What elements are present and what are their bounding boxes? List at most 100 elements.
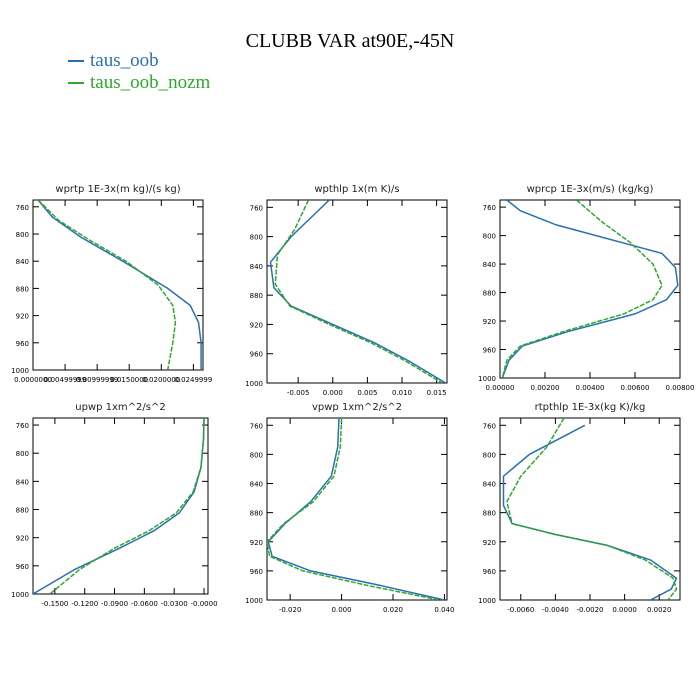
x-tick-label: 0.000 xyxy=(323,389,343,397)
x-tick-label: 0.00499999 xyxy=(44,376,86,384)
y-tick-label: 1000 xyxy=(11,591,29,599)
y-tick-label: 920 xyxy=(250,539,263,547)
y-tick-label: 920 xyxy=(16,535,29,543)
x-tick-label: 0.015 xyxy=(427,389,447,397)
series-line-taus-oob-nozm xyxy=(37,200,177,370)
y-tick-label: 920 xyxy=(483,539,496,547)
y-tick-label: 760 xyxy=(483,422,496,430)
x-tick-label: -0.005 xyxy=(287,389,310,397)
y-tick-label: 840 xyxy=(250,481,263,489)
y-tick-label: 920 xyxy=(483,318,496,326)
panel-title: wpthlp 1x(m K)/s xyxy=(314,184,399,195)
x-tick-label: -0.1500 xyxy=(41,600,68,608)
x-tick-label: 0.00000 xyxy=(486,384,515,392)
panel-5: vpwp 1xm^2/s^2 -0.020 0.000 0.020 0.040 760 80… xyxy=(245,402,454,614)
x-tick-label: 0.0200000 xyxy=(142,376,180,384)
y-tick-label: 800 xyxy=(483,233,496,241)
y-tick-label: 880 xyxy=(16,285,29,293)
panel-title: rtpthlp 1E-3x(kg K)/kg xyxy=(535,402,646,413)
x-tick-label: -0.0060 xyxy=(507,606,534,614)
y-tick-label: 880 xyxy=(16,507,29,515)
panel-title: vpwp 1xm^2/s^2 xyxy=(312,402,402,413)
y-tick-label: 960 xyxy=(16,340,29,348)
legend-item-taus-oob: taus_oob xyxy=(68,50,210,72)
figure-title: CLUBB VAR at90E,-45N xyxy=(245,30,455,52)
series-line-taus-oob xyxy=(269,200,446,383)
y-tick-label: 760 xyxy=(16,204,29,212)
legend-item-taus-oob-nozm: taus_oob_nozm xyxy=(68,72,210,94)
y-tick-label: 800 xyxy=(16,231,29,239)
series-line-taus-oob-nozm xyxy=(506,418,678,600)
panel-2: wpthlp 1x(m K)/s -0.005 0.000 0.005 0.010 0.0… xyxy=(245,184,448,397)
series-line-taus-oob-nozm xyxy=(49,418,205,594)
x-tick-label: -0.020 xyxy=(279,606,302,614)
y-tick-label: 960 xyxy=(483,568,496,576)
series-line-taus-oob xyxy=(33,418,205,594)
panel-frame xyxy=(266,417,448,601)
y-tick-label: 760 xyxy=(483,204,496,212)
y-tick-label: 1000 xyxy=(478,375,496,383)
legend-swatch-taus-oob-nozm xyxy=(68,82,84,84)
x-tick-label: 0.020 xyxy=(383,606,403,614)
x-tick-label: 0.00400 xyxy=(576,384,605,392)
y-tick-label: 880 xyxy=(250,510,263,518)
x-tick-label: -0.0900 xyxy=(101,600,128,608)
x-tick-label: 0.00800 xyxy=(666,384,695,392)
panel-frame xyxy=(499,417,681,601)
x-tick-label: -0.0300 xyxy=(161,600,188,608)
x-tick-label: -0.1200 xyxy=(71,600,98,608)
panel-frame xyxy=(266,199,448,384)
x-tick-label: 0.0000000 xyxy=(14,376,52,384)
y-tick-label: 960 xyxy=(483,347,496,355)
series-line-taus-oob-nozm xyxy=(267,418,440,600)
legend: taus_oob taus_oob_nozm xyxy=(68,50,210,94)
y-tick-label: 880 xyxy=(483,510,496,518)
y-tick-label: 960 xyxy=(250,568,263,576)
series-line-taus-oob xyxy=(37,200,202,370)
series-line-taus-oob xyxy=(267,418,445,600)
y-tick-label: 800 xyxy=(483,451,496,459)
legend-swatch-taus-oob xyxy=(68,60,84,62)
panel-frame xyxy=(32,199,204,371)
y-tick-label: 1000 xyxy=(11,367,29,375)
x-tick-label: 0.005 xyxy=(357,389,377,397)
y-tick-label: 880 xyxy=(483,290,496,298)
x-tick-label: -0.0040 xyxy=(542,606,569,614)
y-tick-label: 760 xyxy=(250,204,263,212)
x-tick-label: 0.040 xyxy=(434,606,454,614)
x-tick-label: -0.0020 xyxy=(576,606,603,614)
panel-6: rtpthlp 1E-3x(kg K)/kg -0.0060 -0.0040 -0.0… xyxy=(478,402,681,614)
y-tick-label: 800 xyxy=(250,451,263,459)
panel-4: upwp 1xm^2/s^2 -0.1500 -0.1200 -0.0900 -0.06… xyxy=(11,402,217,608)
y-tick-label: 1000 xyxy=(478,597,496,605)
x-tick-label: 0.010 xyxy=(392,389,412,397)
x-tick-label: 0.0249999 xyxy=(174,376,212,384)
x-tick-label: 0.0150000 xyxy=(110,376,148,384)
y-tick-label: 840 xyxy=(16,258,29,266)
panel-3: wprcp 1E-3x(m/s) (kg/kg) 0.00000 0.00200 0.… xyxy=(478,184,694,392)
panel-title: upwp 1xm^2/s^2 xyxy=(75,402,165,413)
panel-title: wprcp 1E-3x(m/s) (kg/kg) xyxy=(527,184,654,195)
y-tick-label: 1000 xyxy=(245,597,263,605)
legend-label-taus-oob-nozm: taus_oob_nozm xyxy=(90,72,211,93)
series-line-taus-oob-nozm xyxy=(501,200,663,378)
panel-frame xyxy=(499,199,681,379)
y-tick-label: 800 xyxy=(250,234,263,242)
panel-1: wprtp 1E-3x(m kg)/(s kg) 0.00000000.00499… xyxy=(11,184,212,384)
y-tick-label: 800 xyxy=(16,450,29,458)
panel-frame xyxy=(32,417,209,595)
x-tick-label: 0.0000 xyxy=(612,606,637,614)
legend-label-taus-oob: taus_oob xyxy=(90,50,159,71)
y-tick-label: 840 xyxy=(483,481,496,489)
y-tick-label: 1000 xyxy=(245,380,263,388)
x-tick-label: -0.0000 xyxy=(191,600,218,608)
x-tick-label: 0.0020 xyxy=(647,606,672,614)
x-tick-label: 0.00200 xyxy=(531,384,560,392)
series-line-taus-oob xyxy=(502,424,678,600)
x-tick-label: 0.000 xyxy=(332,606,352,614)
y-tick-label: 760 xyxy=(16,422,29,430)
series-line-taus-oob xyxy=(501,200,679,378)
y-tick-label: 840 xyxy=(16,478,29,486)
y-tick-label: 880 xyxy=(250,292,263,300)
